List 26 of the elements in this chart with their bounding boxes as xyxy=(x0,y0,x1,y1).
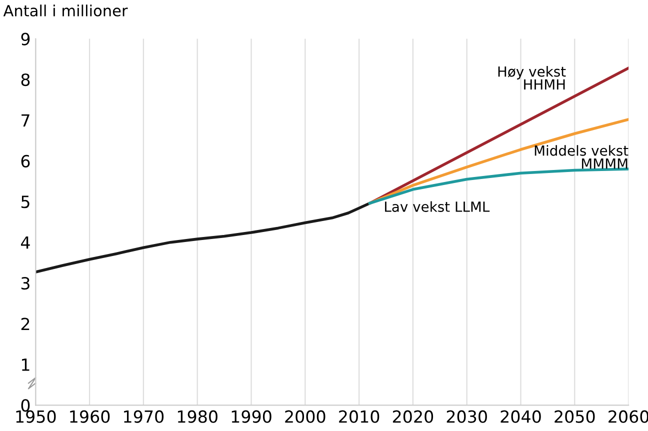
x-tick-label: 2050 xyxy=(554,410,595,423)
y-tick-label: 5 xyxy=(21,196,30,208)
y-tick-label: 2 xyxy=(21,318,30,330)
y-tick-label: 1 xyxy=(22,358,30,371)
y-tick-label: 7 xyxy=(22,114,30,127)
x-tick-label: 2010 xyxy=(339,410,380,423)
y-axis-title: Antall i millioner xyxy=(3,4,128,16)
x-tick-label: 2030 xyxy=(446,410,487,423)
series-label: Høy vekst HHMH xyxy=(498,66,566,90)
series-label: Lav vekst LLML xyxy=(385,201,490,212)
x-tick-label: 2040 xyxy=(500,410,541,423)
x-tick-label: 1970 xyxy=(124,410,164,423)
y-tick-label: 9 xyxy=(21,32,30,46)
x-tick-label: 2020 xyxy=(392,410,434,423)
y-tick-label: 0 xyxy=(21,399,30,412)
series-label: Middels vekst MMMM xyxy=(534,145,628,169)
line-series xyxy=(36,202,372,274)
y-tick-label: 8 xyxy=(21,73,30,86)
y-tick-label: 3 xyxy=(21,276,30,290)
y-tick-label: 6 xyxy=(21,154,30,168)
x-tick-label: 1980 xyxy=(178,410,218,423)
x-tick-label: 2000 xyxy=(285,410,326,423)
y-tick-label: 4 xyxy=(20,236,30,249)
x-tick-label: 1990 xyxy=(232,410,272,423)
x-tick-label: 1960 xyxy=(70,410,110,423)
x-tick-label: 1950 xyxy=(16,410,56,423)
